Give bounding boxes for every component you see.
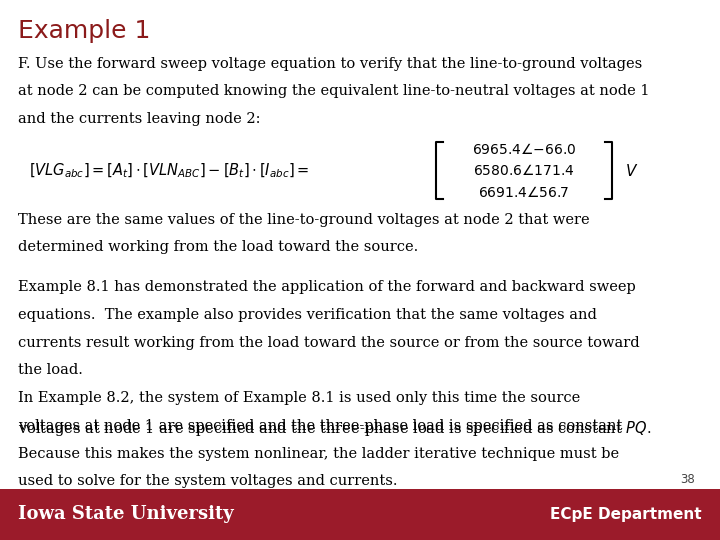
Text: $6691.4\angle{56.7}$: $6691.4\angle{56.7}$ (478, 185, 570, 200)
Text: used to solve for the system voltages and currents.: used to solve for the system voltages an… (18, 474, 397, 488)
Text: Example 1: Example 1 (18, 19, 150, 43)
Text: $[VLG_{abc}] = [A_t]\cdot[VLN_{ABC}] - [B_t]\cdot[I_{abc}] = $: $[VLG_{abc}] = [A_t]\cdot[VLN_{ABC}] - [… (29, 161, 309, 180)
Bar (0, 489, 720, 540)
Text: Iowa State University: Iowa State University (18, 505, 234, 523)
Text: equations.  The example also provides verification that the same voltages and: equations. The example also provides ver… (18, 308, 597, 322)
Text: voltages at node 1 are specified and the three-phase load is specified as consta: voltages at node 1 are specified and the… (18, 419, 652, 438)
Text: These are the same values of the line-to-ground voltages at node 2 that were: These are the same values of the line-to… (18, 213, 590, 227)
Text: In Example 8.2, the system of Example 8.1 is used only this time the source: In Example 8.2, the system of Example 8.… (18, 391, 580, 405)
Text: ECpE Department: ECpE Department (550, 507, 702, 522)
Text: voltages at node 1 are specified and the three-phase load is specified as consta: voltages at node 1 are specified and the… (18, 419, 627, 433)
Text: Because this makes the system nonlinear, the ladder iterative technique must be: Because this makes the system nonlinear,… (18, 447, 619, 461)
Text: $6965.4\angle{-66.0}$: $6965.4\angle{-66.0}$ (472, 141, 576, 157)
Text: Example 8.1 has demonstrated the application of the forward and backward sweep: Example 8.1 has demonstrated the applica… (18, 280, 636, 294)
Text: and the currents leaving node 2:: and the currents leaving node 2: (18, 112, 261, 126)
Text: at node 2 can be computed knowing the equivalent line-to-neutral voltages at nod: at node 2 can be computed knowing the eq… (18, 84, 649, 98)
Text: 38: 38 (680, 473, 695, 486)
Text: currents result working from the load toward the source or from the source towar: currents result working from the load to… (18, 336, 639, 350)
Text: F. Use the forward sweep voltage equation to verify that the line-to-ground volt: F. Use the forward sweep voltage equatio… (18, 57, 642, 71)
Text: determined working from the load toward the source.: determined working from the load toward … (18, 240, 418, 254)
Text: $V$: $V$ (625, 163, 638, 179)
Text: the load.: the load. (18, 363, 83, 377)
Text: $6580.6\angle{171.4}$: $6580.6\angle{171.4}$ (473, 163, 575, 178)
